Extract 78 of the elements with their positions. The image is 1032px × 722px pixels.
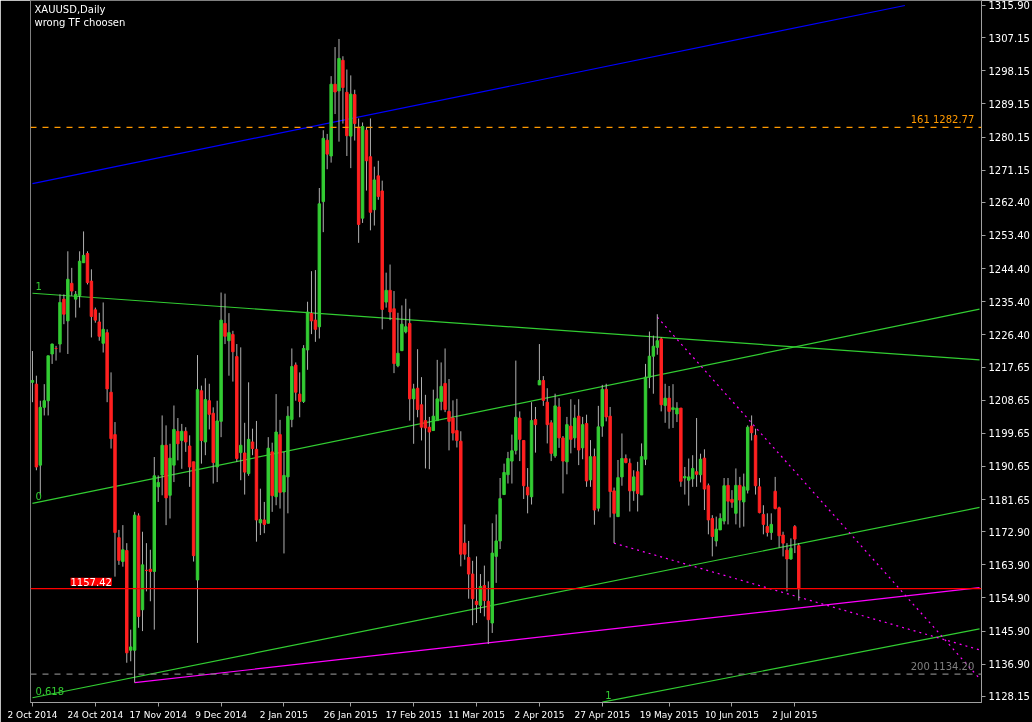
candlestick xyxy=(262,501,267,534)
x-tick-label: 17 Feb 2015 xyxy=(385,709,442,720)
candlestick xyxy=(769,512,773,541)
y-tick-label: 1262.40 xyxy=(988,197,1030,209)
y-tick-label: 1253.40 xyxy=(988,230,1030,242)
chart-title: XAUUSD,Daily xyxy=(34,3,106,15)
candlestick xyxy=(537,343,542,386)
candlestick xyxy=(632,469,636,502)
y-tick-label: 1190.65 xyxy=(988,461,1030,473)
y-tick-label: 1289.15 xyxy=(988,98,1030,110)
x-tick-label: 19 May 2015 xyxy=(639,709,699,720)
candlestick xyxy=(683,466,687,496)
candlestick xyxy=(569,398,573,454)
x-tick-label: 27 Apr 2015 xyxy=(574,709,631,720)
candlestick xyxy=(258,488,263,536)
y-tick-label: 1128.15 xyxy=(988,691,1030,703)
y-tick-label: 1235.40 xyxy=(988,296,1030,308)
candlestick xyxy=(687,458,691,507)
y-tick-label: 1145.90 xyxy=(988,626,1030,638)
x-tick-label: 9 Dec 2014 xyxy=(195,709,248,720)
y-tick-label: 1136.90 xyxy=(988,659,1030,671)
candlestick xyxy=(533,406,538,454)
y-tick-label: 1208.65 xyxy=(988,395,1030,407)
candlestick xyxy=(313,269,318,343)
series-label: 1 xyxy=(605,690,612,702)
x-tick-label: 2 Apr 2015 xyxy=(514,709,565,720)
x-tick-label: 11 Mar 2015 xyxy=(448,709,506,720)
candlestick xyxy=(325,133,329,170)
candlestick xyxy=(411,383,416,445)
x-tick-label: 2 Jan 2015 xyxy=(259,709,309,720)
x-tick-label: 10 Jun 2015 xyxy=(704,709,760,720)
candlestick xyxy=(573,404,577,449)
candlestick xyxy=(419,376,424,441)
candlestick xyxy=(309,270,314,335)
series-label: 0 xyxy=(35,491,42,503)
candlestick xyxy=(738,476,742,529)
y-tick-label: 1226.40 xyxy=(988,329,1030,341)
x-tick-label: 17 Nov 2014 xyxy=(129,709,188,720)
series-label: 0.618 xyxy=(35,685,65,697)
x-tick-label: 2 Oct 2014 xyxy=(7,709,58,720)
candlestick xyxy=(667,385,671,430)
candlestick xyxy=(427,416,432,470)
x-tick-label: 24 Oct 2014 xyxy=(67,709,124,720)
y-tick-label: 1271.15 xyxy=(988,165,1030,177)
y-tick-label: 1172.90 xyxy=(988,526,1030,538)
candlestick xyxy=(694,417,699,488)
x-tick-label: 2 Jul 2015 xyxy=(772,709,818,720)
series-label: 1 xyxy=(35,281,42,293)
y-tick-label: 1163.90 xyxy=(988,559,1030,571)
candlestick xyxy=(250,428,255,456)
y-tick-label: 1280.15 xyxy=(988,132,1030,144)
candlestick xyxy=(749,414,754,441)
ref-line-label: 1157.42 xyxy=(70,576,112,588)
y-tick-label: 1307.15 xyxy=(988,32,1030,44)
candlestick xyxy=(30,350,35,403)
candlestick xyxy=(726,477,730,525)
candlestick xyxy=(242,422,247,496)
candlestick xyxy=(97,312,101,342)
y-tick-label: 1154.90 xyxy=(988,592,1030,604)
y-tick-label: 1181.65 xyxy=(988,494,1030,506)
y-tick-label: 1298.15 xyxy=(988,65,1030,77)
candlestick xyxy=(635,461,640,512)
y-tick-label: 1217.65 xyxy=(988,362,1030,374)
candlestick xyxy=(518,410,522,462)
candlestick xyxy=(70,267,74,297)
candlestick xyxy=(671,383,675,429)
annotation: wrong TF choosen xyxy=(34,16,126,28)
candlestick xyxy=(423,394,428,469)
candlestick xyxy=(793,524,797,554)
x-tick-label: 26 Jan 2015 xyxy=(323,709,378,720)
ref-line-label: 200 1134.20 xyxy=(910,661,975,673)
candlestick xyxy=(180,423,184,470)
y-tick-label: 1199.65 xyxy=(988,428,1030,440)
ref-line-label: 161 1282.77 xyxy=(910,114,975,126)
y-tick-label: 1244.40 xyxy=(988,263,1030,275)
candlestick xyxy=(384,272,388,309)
y-tick-label: 1315.90 xyxy=(988,0,1030,12)
candlestick xyxy=(121,524,125,568)
